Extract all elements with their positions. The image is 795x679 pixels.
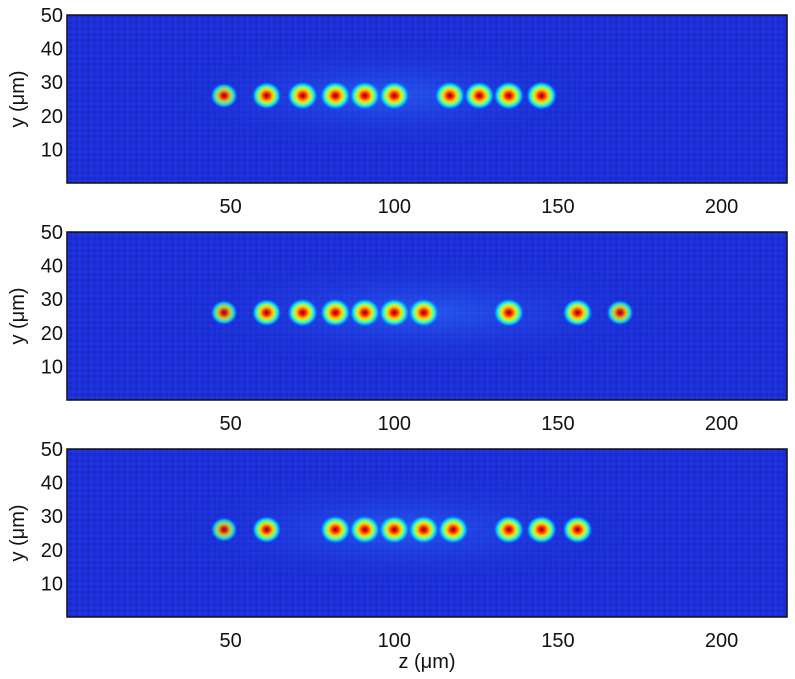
- x-tick-label: 200: [705, 630, 738, 652]
- y-tick-label: 40: [41, 256, 63, 278]
- y-tick-label: 40: [41, 39, 63, 61]
- x-tick-label: 150: [541, 413, 574, 435]
- y-tick-label: 20: [41, 106, 63, 128]
- x-tick-label: 150: [541, 196, 574, 218]
- y-tick-label: 10: [41, 356, 63, 378]
- intensity-spot: [210, 300, 238, 326]
- x-tick-label: 150: [541, 630, 574, 652]
- heatmap-panel-3: 50 100 150 200 10 20 30 40 50 y (μm) z (μm): [7, 439, 788, 673]
- intensity-spot: [251, 82, 282, 110]
- spot-layer: [210, 515, 593, 544]
- intensity-spot: [408, 515, 439, 544]
- y-tick-label: 30: [41, 506, 63, 528]
- intensity-spot: [349, 298, 380, 327]
- intensity-spot: [287, 298, 318, 327]
- intensity-spot: [210, 83, 238, 109]
- intensity-spot: [287, 81, 318, 110]
- intensity-spot: [320, 515, 351, 544]
- x-tick-label: 100: [378, 413, 411, 435]
- intensity-spot: [464, 81, 495, 110]
- x-tick-label: 100: [378, 196, 411, 218]
- intensity-spot: [526, 81, 557, 110]
- y-tick-labels: 10 20 30 40 50: [41, 439, 63, 595]
- intensity-spot: [606, 300, 634, 326]
- y-tick-label: 20: [41, 540, 63, 562]
- y-tick-label: 10: [41, 573, 63, 595]
- intensity-spot: [408, 298, 439, 327]
- y-tick-label: 50: [41, 5, 63, 27]
- intensity-spot: [251, 299, 282, 327]
- intensity-spot: [379, 298, 410, 327]
- y-tick-label: 30: [41, 72, 63, 94]
- x-tick-label: 200: [705, 413, 738, 435]
- y-axis-label: y (μm): [7, 287, 29, 344]
- intensity-spot: [349, 81, 380, 110]
- x-tick-label: 100: [378, 630, 411, 652]
- y-tick-label: 10: [41, 139, 63, 161]
- intensity-spot: [320, 298, 351, 327]
- x-tick-labels: 50 100 150 200: [220, 630, 739, 652]
- y-tick-label: 30: [41, 289, 63, 311]
- intensity-spot: [320, 81, 351, 110]
- intensity-spot: [493, 298, 524, 327]
- intensity-spot: [379, 81, 410, 110]
- intensity-spot: [349, 515, 380, 544]
- x-tick-label: 50: [220, 630, 242, 652]
- y-axis-label: y (μm): [7, 504, 29, 561]
- intensity-spot: [526, 515, 557, 544]
- intensity-spot: [379, 515, 410, 544]
- y-axis-label: y (μm): [7, 70, 29, 127]
- heatmap-panel-1: 50 100 150 200 10 20 30 40 50 y (μm): [7, 5, 788, 218]
- intensity-spot: [493, 81, 524, 110]
- y-tick-labels: 10 20 30 40 50: [41, 5, 63, 161]
- y-tick-label: 40: [41, 473, 63, 495]
- x-tick-labels: 50 100 150 200: [220, 413, 739, 435]
- x-tick-label: 50: [220, 196, 242, 218]
- intensity-spot: [562, 298, 593, 327]
- x-tick-labels: 50 100 150 200: [220, 196, 739, 218]
- heatmap-panel-2: 50 100 150 200 10 20 30 40 50 y (μm): [7, 222, 788, 435]
- y-tick-label: 20: [41, 323, 63, 345]
- intensity-spot: [434, 81, 466, 110]
- intensity-spot: [562, 515, 593, 544]
- x-tick-label: 200: [705, 196, 738, 218]
- intensity-spot: [493, 515, 524, 544]
- spot-layer: [210, 81, 557, 110]
- intensity-spot: [252, 516, 282, 544]
- y-tick-label: 50: [41, 222, 63, 244]
- y-tick-labels: 10 20 30 40 50: [41, 222, 63, 378]
- y-tick-label: 50: [41, 439, 63, 461]
- spot-layer: [210, 298, 634, 327]
- x-tick-label: 50: [220, 413, 242, 435]
- intensity-spot: [438, 515, 469, 544]
- x-axis-label: z (μm): [398, 651, 455, 673]
- intensity-spot: [210, 517, 238, 542]
